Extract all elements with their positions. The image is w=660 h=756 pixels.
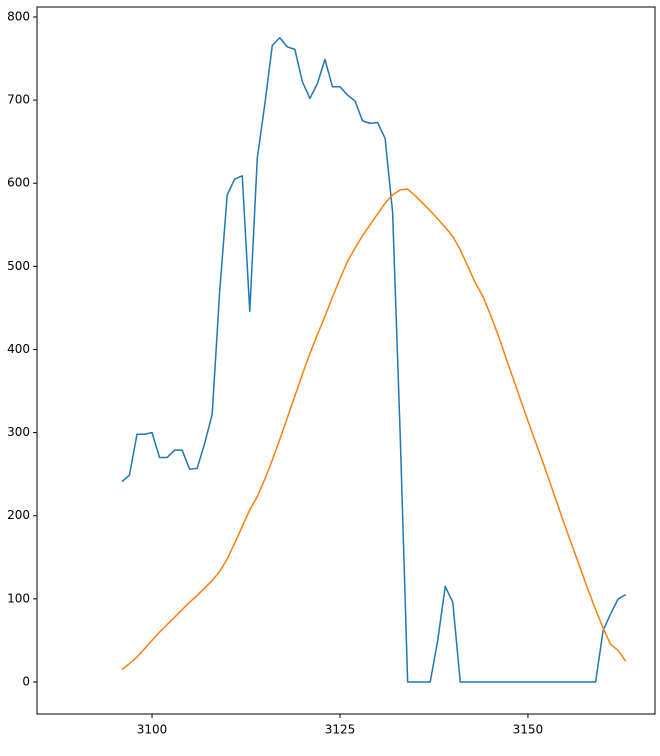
plot-frame <box>36 6 656 715</box>
x-tick-label: 3125 <box>325 723 356 737</box>
y-tick-label: 600 <box>7 176 30 190</box>
x-tick-label: 3100 <box>137 723 168 737</box>
y-tick-label: 200 <box>7 508 30 522</box>
y-tick-label: 100 <box>7 591 30 605</box>
y-tick-label: 500 <box>7 259 30 273</box>
y-tick-label: 300 <box>7 425 30 439</box>
y-tick-label: 800 <box>7 9 30 23</box>
y-tick-label: 700 <box>7 93 30 107</box>
data-line <box>121 37 627 683</box>
y-tick-label: 400 <box>7 342 30 356</box>
y-tick-label: 0 <box>22 674 30 688</box>
x-tick-label: 3150 <box>513 723 544 737</box>
data-line <box>121 188 627 671</box>
